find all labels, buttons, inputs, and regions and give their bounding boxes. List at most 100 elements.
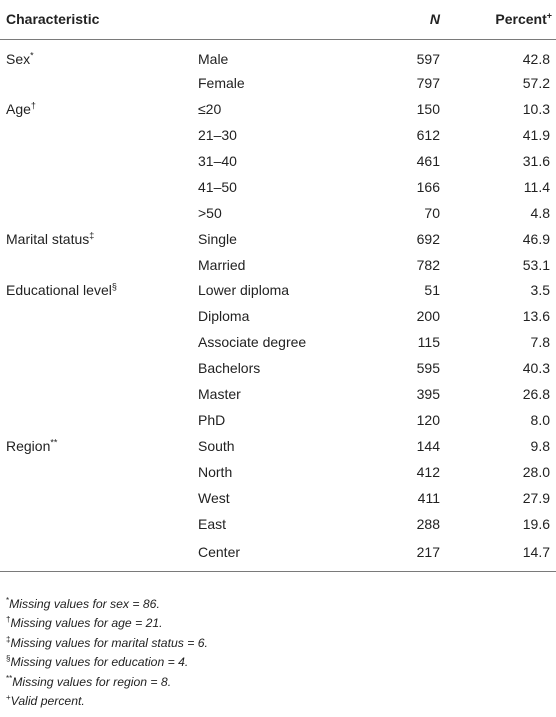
n-cell: 288 [416, 515, 440, 532]
percent-cell: 46.9 [522, 230, 550, 247]
footnote-mark: † [30, 100, 36, 111]
percent-cell: 27.9 [522, 489, 550, 506]
percent-cell: 9.8 [530, 438, 550, 455]
category-cell: Married [198, 256, 246, 273]
footnote: †Missing values for age = 21. [6, 614, 546, 633]
percent-cell: 57.2 [522, 74, 550, 91]
category-cell: East [198, 515, 227, 532]
n-cell: 120 [416, 412, 440, 429]
percent-cell: 31.6 [522, 152, 550, 169]
percent-cell: 4.8 [530, 204, 550, 221]
category-cell: ≤20 [198, 100, 222, 117]
n-cell: 51 [424, 282, 440, 299]
footnote: §Missing values for education = 4. [6, 653, 546, 672]
table-row: Bachelors 595 40.3 [0, 355, 556, 381]
table-row: North 412 28.0 [0, 459, 556, 485]
percent-cell: 13.6 [522, 308, 550, 325]
category-cell: 21–30 [198, 126, 237, 143]
table-row: Sex* Male 597 42.8 [0, 40, 556, 71]
characteristic-cell [0, 407, 194, 433]
characteristic-cell [0, 252, 194, 278]
category-cell: Lower diploma [198, 282, 290, 299]
n-cell: 150 [416, 100, 440, 117]
header-percent-mark: + [546, 10, 552, 21]
percent-cell: 3.5 [530, 282, 550, 299]
footnote: ‡Missing values for marital status = 6. [6, 634, 546, 653]
category-cell: West [198, 489, 230, 506]
n-cell: 166 [416, 178, 440, 195]
characteristic-label: Marital status [6, 230, 90, 247]
n-cell: 595 [416, 360, 440, 377]
header-row: Characteristic N Percent+ [0, 4, 556, 40]
footnote-mark: § [111, 282, 117, 293]
table-row: Age† ≤20 150 10.3 [0, 96, 556, 122]
footnote-text: Missing values for sex = 86. [9, 597, 160, 611]
n-cell: 395 [416, 386, 440, 403]
category-cell: Bachelors [198, 360, 261, 377]
table-row: Marital status‡ Single 692 46.9 [0, 226, 556, 252]
percent-cell: 40.3 [522, 360, 550, 377]
table-row: West 411 27.9 [0, 485, 556, 511]
table-body: Sex* Male 597 42.8 Female 797 57.2 Age† ≤20 150 10… [0, 40, 556, 572]
characteristic-cell [0, 70, 194, 96]
table-header: Characteristic N Percent+ [0, 4, 556, 40]
table-row: Female 797 57.2 [0, 70, 556, 96]
category-cell: Male [198, 51, 229, 67]
footnote: *Missing values for sex = 86. [6, 595, 546, 614]
n-cell: 782 [416, 256, 440, 273]
header-characteristic: Characteristic [0, 4, 194, 40]
table-row: East 288 19.6 [0, 511, 556, 537]
characteristic-cell [0, 174, 194, 200]
header-category [194, 4, 374, 40]
characteristic-label: Educational level [6, 282, 112, 299]
n-cell: 461 [416, 152, 440, 169]
percent-cell: 42.8 [522, 51, 550, 67]
category-cell: 31–40 [198, 152, 237, 169]
n-cell: 115 [417, 334, 440, 351]
n-cell: 70 [424, 204, 440, 221]
percent-cell: 10.3 [522, 100, 550, 117]
characteristic-cell [0, 485, 194, 511]
table-footnotes: *Missing values for sex = 86. †Missing va… [6, 595, 546, 711]
footnote-text: Valid percent. [10, 694, 85, 709]
footnote: **Missing values for region = 8. [6, 673, 546, 692]
characteristic-cell: Educational level§ [0, 278, 194, 304]
characteristic-cell [0, 200, 194, 226]
category-cell: Center [198, 543, 241, 560]
table-row: Married 782 53.1 [0, 252, 556, 278]
percent-cell: 8.0 [530, 412, 550, 429]
table-row: Region** South 144 9.8 [0, 433, 556, 459]
footnote: +Valid percent. [6, 692, 546, 711]
percent-cell: 53.1 [522, 256, 550, 273]
characteristic-cell [0, 303, 194, 329]
n-cell: 412 [416, 464, 440, 481]
category-cell: Associate degree [198, 334, 307, 351]
n-cell: 200 [416, 308, 440, 325]
characteristic-cell [0, 355, 194, 381]
n-cell: 797 [416, 74, 440, 91]
footnote-text: Missing values for age = 21. [10, 616, 163, 631]
percent-cell: 28.0 [522, 464, 550, 481]
table-row: PhD 120 8.0 [0, 407, 556, 433]
n-cell: 144 [416, 438, 440, 455]
category-cell: Single [198, 230, 237, 247]
characteristic-cell [0, 459, 194, 485]
category-cell: PhD [198, 412, 226, 429]
n-cell: 692 [416, 230, 440, 247]
percent-cell: 14.7 [522, 543, 550, 560]
category-cell: North [198, 464, 233, 481]
n-cell: 411 [417, 489, 440, 506]
characteristic-label: Sex [6, 51, 31, 67]
footnote-mark: § [6, 654, 11, 664]
table-row: Diploma 200 13.6 [0, 303, 556, 329]
n-cell: 612 [416, 126, 440, 143]
footnote-text: Missing values for education = 4. [10, 655, 189, 670]
characteristic-cell [0, 537, 194, 572]
category-cell: Female [198, 74, 245, 91]
footnote-mark: + [6, 693, 11, 703]
percent-cell: 41.9 [522, 126, 550, 143]
category-cell: Master [198, 386, 241, 403]
characteristic-cell [0, 329, 194, 355]
footnote-mark: † [6, 615, 11, 625]
